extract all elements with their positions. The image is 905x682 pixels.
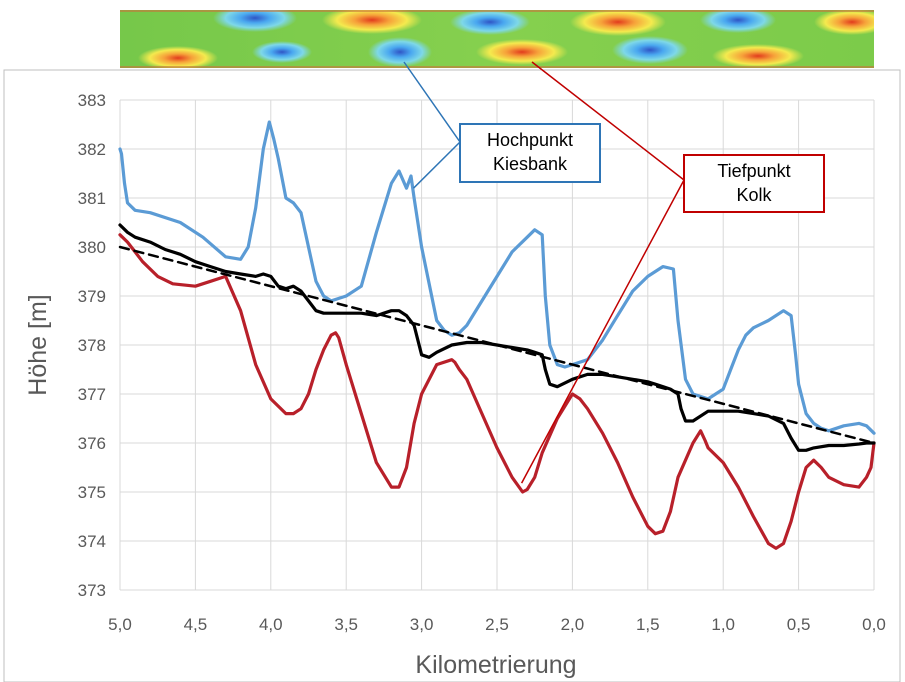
x-tick-label: 5,0 [108, 615, 132, 634]
x-tick-labels: 5,0 4,5 4,0 3,5 3,0 2,5 2,0 1,5 1,0 0,5 0,0 [108, 615, 886, 634]
y-tick-label: 382 [78, 140, 106, 159]
x-tick-label: 3,0 [410, 615, 434, 634]
heatmap-strip [120, 10, 874, 68]
y-tick-label: 375 [78, 483, 106, 502]
x-tick-label: 2,0 [561, 615, 585, 634]
y-tick-label: 377 [78, 385, 106, 404]
callout-box-kolk [683, 154, 825, 213]
y-axis-label: Höhe [m] [24, 294, 52, 395]
y-tick-label: 381 [78, 189, 106, 208]
annotation-callouts: Hochpunkt Kiesbank Tiefpunkt Kolk [459, 123, 825, 213]
callout-text-kolk: Kolk [736, 185, 772, 205]
series-line-red [118, 233, 876, 550]
y-tick-label: 373 [78, 581, 106, 600]
series-line-blue [118, 120, 876, 435]
leader-line-kiesbank [413, 141, 461, 189]
x-tick-label: 3,5 [334, 615, 358, 634]
x-tick-label: 4,5 [184, 615, 208, 634]
x-tick-label: 1,5 [636, 615, 660, 634]
y-tick-label: 380 [78, 238, 106, 257]
y-tick-label: 374 [78, 532, 106, 551]
gridlines [119, 99, 875, 591]
x-tick-label: 1,0 [711, 615, 735, 634]
series-line-black-dashed [118, 245, 876, 445]
leader-line-heatmap-kiesbank [403, 61, 461, 143]
leader-line-kolk [520, 179, 685, 484]
x-tick-label: 0,0 [862, 615, 886, 634]
callout-text-kolk: Tiefpunkt [717, 161, 790, 181]
x-tick-label: 0,5 [787, 615, 811, 634]
callout-text-kiesbank: Kiesbank [493, 154, 568, 174]
x-tick-label: 2,5 [485, 615, 509, 634]
chart-area-border [3, 69, 901, 682]
x-tick-label: 4,0 [259, 615, 283, 634]
series-lines [118, 120, 876, 550]
y-tick-label: 379 [78, 287, 106, 306]
callout-box-kiesbank [459, 123, 601, 183]
leader-line-heatmap-kolk [531, 61, 685, 181]
y-tick-label: 378 [78, 336, 106, 355]
x-axis-label: Kilometrierung [415, 651, 576, 679]
y-tick-label: 383 [78, 91, 106, 110]
annotation-leaders [403, 61, 685, 484]
y-tick-labels: 373 374 375 376 377 378 379 380 381 382 383 [78, 91, 106, 600]
y-tick-label: 376 [78, 434, 106, 453]
callout-text-kiesbank: Hochpunkt [487, 130, 573, 150]
